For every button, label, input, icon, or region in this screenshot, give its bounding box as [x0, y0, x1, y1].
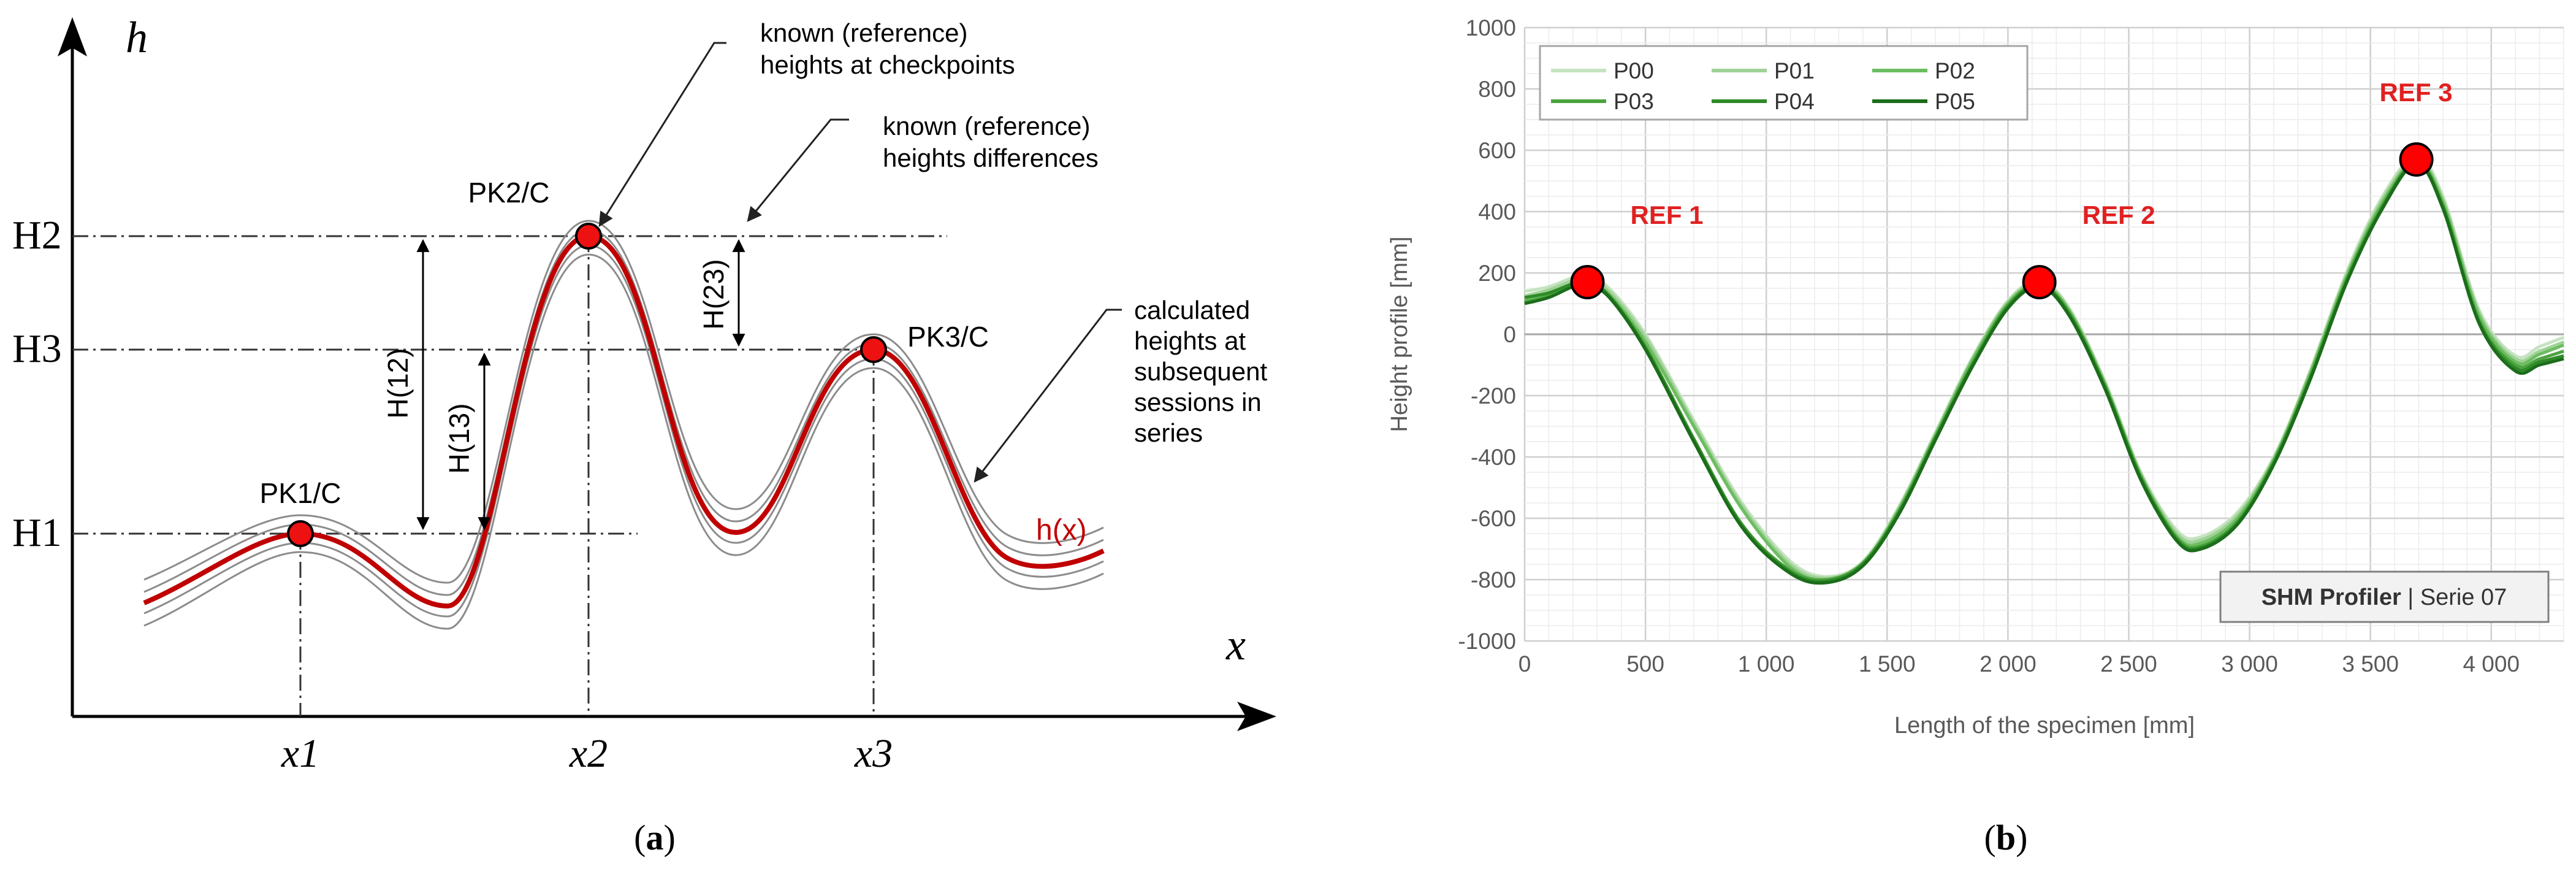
y-tick-label: -200 — [1471, 383, 1516, 409]
x-tick-label: 500 — [1626, 651, 1664, 677]
chart-legend: P00 P01 P02 P03 P04 P05 — [1539, 45, 2029, 121]
curve-label-hx: h(x) — [1036, 514, 1087, 547]
y-tick-label: 0 — [1503, 322, 1516, 347]
ref-heights-note-line2: heights at checkpoints — [760, 50, 1015, 79]
calculated-note-line4: sessions in — [1134, 388, 1262, 416]
session-curve-2 — [143, 229, 1104, 596]
height-profile-chart: -1000 -800 -600 -400 -200 0 200 400 600 800 1000 0… — [1387, 15, 2564, 858]
panel-b-caption: (b) — [1984, 818, 2028, 858]
x3-tick-label: x3 — [854, 731, 893, 776]
legend-box — [1539, 45, 2029, 121]
x-tick-label: 2 500 — [2100, 651, 2157, 677]
y-tick-label: 200 — [1478, 261, 1516, 286]
legend-label-p05: P05 — [1935, 89, 1975, 114]
serie-badge-text: SHM Profiler | Serie 07 — [2262, 585, 2507, 610]
level-h3-label: H3 — [12, 326, 62, 371]
legend-label-p03: P03 — [1614, 89, 1654, 114]
panel-a-caption: (a) — [634, 818, 676, 858]
x-axis-title: Length of the specimen [mm] — [1894, 713, 2195, 739]
x-tick-labels: 0 500 1 000 1 500 2 000 2 500 3 000 3 500 4 000 — [1519, 651, 2520, 677]
ref-diffs-note-line1: known (reference) — [883, 112, 1090, 140]
pk3-label: PK3/C — [907, 321, 989, 353]
ref-diffs-leader — [747, 118, 849, 222]
ref-heights-leader — [598, 42, 726, 228]
checkpoint-pk2-marker — [575, 223, 602, 250]
session-curve-1 — [143, 220, 1104, 584]
h-axis-label: h — [126, 13, 148, 62]
ref-diffs-note-line2: heights differences — [883, 144, 1099, 172]
x-tick-label: 3 000 — [2221, 651, 2278, 677]
session-curve-4 — [143, 253, 1104, 630]
y-tick-label: 400 — [1478, 199, 1516, 224]
y-tick-label: 600 — [1478, 138, 1516, 163]
serie-badge-box — [2219, 570, 2550, 623]
ref-point-marker-1 — [1570, 265, 1605, 299]
calculated-note-line1: calculated — [1134, 296, 1250, 324]
legend-label-p04: P04 — [1774, 89, 1815, 114]
x-tick-label: 0 — [1519, 651, 1531, 677]
y-tick-labels: -1000 -800 -600 -400 -200 0 200 400 600 800 1000 — [1458, 15, 1516, 654]
level-h2-label: H2 — [12, 213, 62, 258]
calculated-leader — [974, 309, 1122, 483]
checkpoint-pk3-marker — [860, 336, 887, 363]
schematic-panel: H(12) H(13) H(23) h x H2 H3 H1 x1 x2 x3 … — [12, 13, 1276, 858]
x-axis-arrowhead — [1237, 702, 1276, 731]
pk1-label: PK1/C — [260, 477, 341, 509]
calculated-note-line2: heights at — [1134, 326, 1246, 355]
ref-point-marker-3 — [2399, 142, 2434, 177]
checkpoint-pk1-marker — [287, 520, 314, 547]
serie-badge-bold: SHM Profiler — [2262, 585, 2401, 610]
ref-point-label-3: REF 3 — [2380, 78, 2453, 107]
h-axis-arrowhead — [58, 17, 87, 56]
ref-point-marker-2 — [2022, 265, 2057, 299]
x-tick-label: 1 500 — [1859, 651, 1916, 677]
x1-tick-label: x1 — [281, 731, 319, 776]
session-curve-3 — [143, 244, 1104, 618]
x-tick-label: 4 000 — [2463, 651, 2520, 677]
reference-curve-hx — [143, 233, 1105, 609]
y-tick-label: -800 — [1471, 567, 1516, 593]
x-tick-label: 2 000 — [1980, 651, 2037, 677]
ref-point-label-2: REF 2 — [2083, 201, 2155, 229]
legend-label-p00: P00 — [1614, 58, 1654, 83]
x-tick-label: 3 500 — [2342, 651, 2399, 677]
calculated-note-line3: subsequent — [1134, 357, 1268, 386]
serie-badge-rest: | Serie 07 — [2401, 585, 2507, 610]
pk2-label: PK2/C — [468, 177, 550, 209]
y-axis-title: Height profile [mm] — [1387, 237, 1412, 432]
h23-label: H(23) — [698, 259, 730, 329]
h12-label: H(12) — [382, 348, 414, 418]
x2-tick-label: x2 — [569, 731, 608, 776]
calculated-note-line5: series — [1134, 418, 1203, 447]
legend-label-p01: P01 — [1774, 58, 1815, 83]
y-tick-label: -600 — [1471, 506, 1516, 531]
level-h1-label: H1 — [12, 510, 62, 555]
x-tick-label: 1 000 — [1738, 651, 1795, 677]
y-tick-label: -1000 — [1458, 629, 1516, 654]
h13-label: H(13) — [443, 403, 475, 474]
y-tick-label: 1000 — [1466, 15, 1516, 40]
ref-point-label-1: REF 1 — [1630, 201, 1703, 229]
legend-label-p02: P02 — [1935, 58, 1975, 83]
y-tick-label: -400 — [1471, 445, 1516, 470]
serie-badge: SHM Profiler | Serie 07 — [2219, 570, 2550, 623]
ref-heights-note-line1: known (reference) — [760, 18, 967, 47]
ref-points: REF 1 REF 2 REF 3 — [1570, 78, 2453, 299]
x-axis-label: x — [1225, 620, 1246, 669]
y-tick-label: 800 — [1478, 77, 1516, 102]
